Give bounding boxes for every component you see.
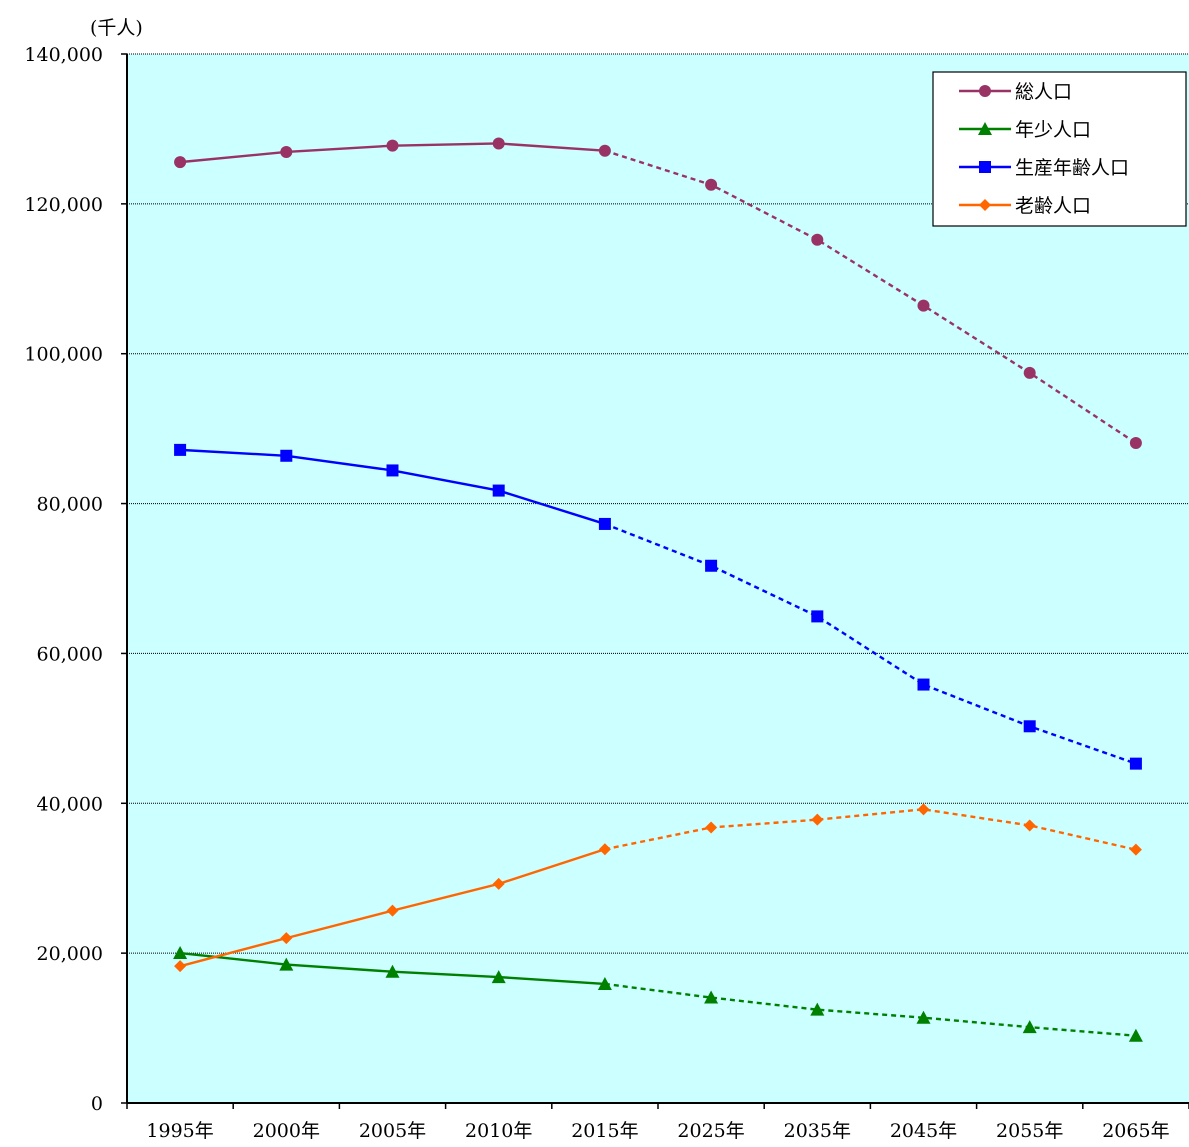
data-point: [492, 137, 505, 150]
data-point: [174, 156, 187, 169]
data-point: [280, 932, 293, 945]
data-point: [705, 821, 718, 834]
y-tick-label: 140,000: [24, 44, 103, 66]
y-axis-ticks: 0 20,000 40,000 60,000 80,000 100,000 120,000 1…: [24, 44, 127, 1115]
data-point: [491, 970, 506, 984]
data-point: [811, 233, 824, 246]
data-point: [917, 803, 930, 816]
data-point: [811, 813, 824, 826]
data-point: [979, 85, 991, 97]
legend-label: 年少人口: [1015, 119, 1091, 141]
data-point: [979, 199, 991, 211]
data-point: [598, 843, 611, 856]
data-point: [492, 484, 505, 497]
data-point: [492, 877, 505, 890]
data-point: [916, 1010, 931, 1024]
x-axis-ticks: 1995年 2000年 2005年 2010年 2015年 2025年 2035年 2045年…: [126, 1103, 1189, 1142]
plot-background: [127, 54, 1189, 1103]
data-point: [597, 976, 612, 990]
x-tick-label: 2015年: [571, 1120, 638, 1142]
y-tick-label: 20,000: [37, 943, 103, 965]
data-point: [386, 904, 399, 917]
data-point: [1129, 437, 1142, 450]
legend-label: 総人口: [1015, 81, 1072, 103]
series-line-projected: [604, 522, 1137, 765]
data-point: [978, 122, 992, 135]
series-1: [174, 137, 1142, 450]
x-tick-label: 2065年: [1102, 1120, 1169, 1142]
y-tick-label: 120,000: [24, 194, 103, 216]
data-point: [174, 960, 187, 973]
data-point: [1128, 1028, 1143, 1042]
series-line-projected: [604, 149, 1137, 445]
legend-label: 生産年齢人口: [1015, 157, 1129, 179]
y-tick-label: 80,000: [37, 494, 103, 516]
data-point: [174, 443, 187, 456]
data-point: [598, 517, 611, 530]
data-point: [1129, 843, 1142, 856]
y-tick-label: 0: [91, 1093, 103, 1115]
y-tick-label: 40,000: [37, 793, 103, 815]
y-axis-unit-label: (千人): [90, 17, 143, 39]
data-point: [917, 678, 930, 691]
data-point: [1023, 720, 1036, 733]
legend-box: [932, 71, 1187, 227]
data-point: [279, 957, 294, 971]
legend-label: 老齢人口: [1015, 195, 1091, 217]
data-point: [1023, 819, 1036, 832]
y-tick-label: 60,000: [37, 643, 103, 665]
x-tick-label: 2045年: [890, 1120, 957, 1142]
data-point: [280, 145, 293, 158]
x-tick-label: 2000年: [253, 1120, 320, 1142]
data-point: [917, 299, 930, 312]
series-line-projected: [604, 808, 1137, 851]
data-point: [704, 990, 719, 1004]
series-group: [173, 137, 1143, 1042]
x-tick-label: 2025年: [677, 1120, 744, 1142]
x-tick-label: 2035年: [784, 1120, 851, 1142]
data-point: [386, 464, 399, 477]
data-point: [1023, 366, 1036, 379]
data-point: [979, 161, 991, 173]
data-point: [280, 449, 293, 462]
y-tick-label: 100,000: [24, 344, 103, 366]
series-4: [174, 803, 1142, 973]
data-point: [811, 610, 824, 623]
x-tick-label: 2010年: [465, 1120, 532, 1142]
data-point: [385, 964, 400, 978]
data-point: [386, 139, 399, 152]
data-point: [598, 144, 611, 157]
series-2: [173, 946, 1143, 1042]
data-point: [173, 946, 188, 960]
x-tick-label: 2005年: [359, 1120, 426, 1142]
data-point: [705, 178, 718, 191]
series-line-projected: [604, 982, 1136, 1037]
data-point: [810, 1002, 825, 1016]
data-point: [1022, 1020, 1037, 1034]
series-3: [174, 443, 1142, 770]
data-point: [1129, 757, 1142, 770]
data-point: [705, 559, 718, 572]
x-tick-label: 2055年: [996, 1120, 1063, 1142]
x-tick-label: 1995年: [146, 1120, 213, 1142]
